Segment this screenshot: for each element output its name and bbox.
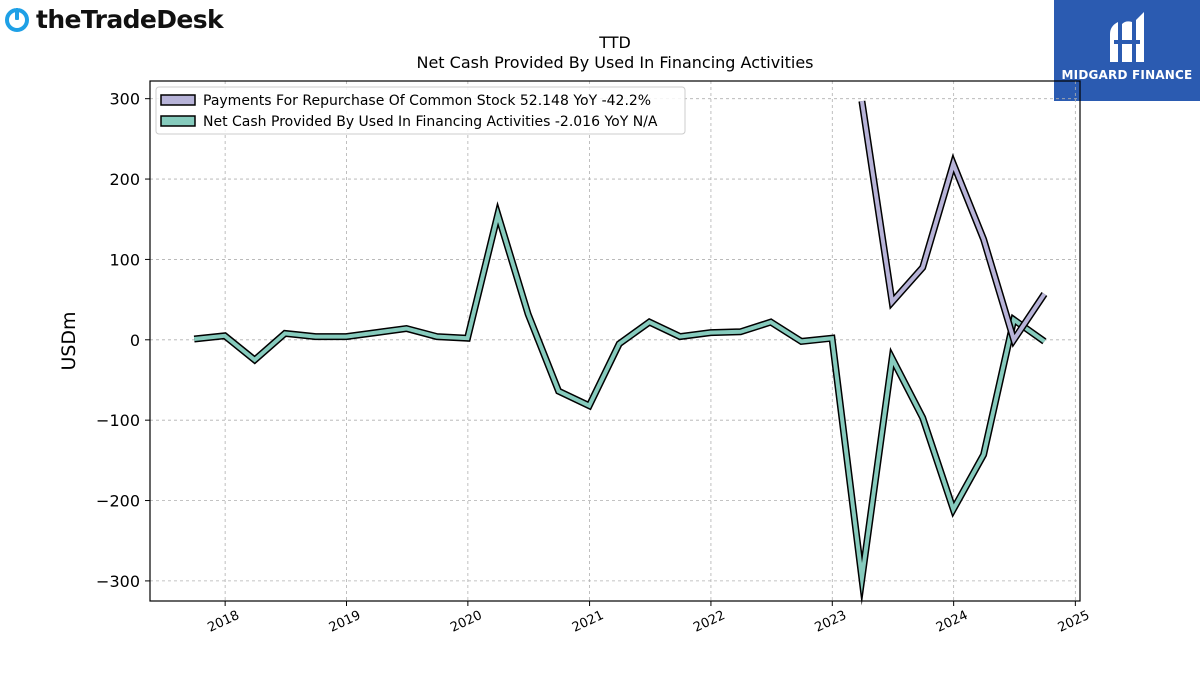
chart-title: TTD <box>598 33 631 52</box>
legend: Payments For Repurchase Of Common Stock … <box>155 86 686 135</box>
y-tick-label: −300 <box>96 572 140 591</box>
legend-label-repurchase: Payments For Repurchase Of Common Stock … <box>203 93 651 109</box>
legend-swatch-repurchase <box>160 94 196 106</box>
x-tick-label: 2020 <box>448 608 484 636</box>
series-outline-repurchase <box>858 100 1048 348</box>
tradedesk-logo-text: theTradeDesk <box>36 4 224 34</box>
x-tick-label: 2022 <box>691 608 727 636</box>
x-tick-label: 2025 <box>1056 608 1092 636</box>
series-line-financing <box>193 206 1046 594</box>
x-tick-label: 2019 <box>327 608 363 636</box>
x-tick-label: 2023 <box>813 608 849 636</box>
y-tick-label: −100 <box>96 411 140 430</box>
plot-frame <box>149 80 1081 602</box>
grid-lines <box>150 81 1080 601</box>
y-tick-label: −200 <box>96 492 140 511</box>
tradedesk-logo: theTradeDesk <box>4 2 224 36</box>
y-tick-label: 100 <box>109 250 140 269</box>
tradedesk-power-icon <box>5 7 29 32</box>
legend-swatch-financing <box>160 115 196 127</box>
y-tick-label: 300 <box>109 90 140 109</box>
series-lines <box>193 100 1048 606</box>
midgard-emblem-icon <box>1110 12 1144 62</box>
x-tick-label: 2024 <box>934 608 970 636</box>
midgard-finance-logo-text: MIDGARD FINANCE <box>1061 68 1193 82</box>
legend-label-financing: Net Cash Provided By Used In Financing A… <box>203 114 658 130</box>
y-tick-label: 0 <box>130 331 140 350</box>
x-tick-label: 2021 <box>570 608 606 636</box>
series-line-repurchase <box>859 100 1047 345</box>
y-axis-label: USDm <box>58 311 80 370</box>
y-tick-label: 200 <box>109 170 140 189</box>
x-tick-label: 2018 <box>205 608 241 636</box>
chart-subtitle: Net Cash Provided By Used In Financing A… <box>416 53 813 72</box>
midgard-finance-logo: MIDGARD FINANCE <box>1054 0 1200 101</box>
legend-box <box>155 86 686 135</box>
axes: 300 200 100 0 −100 −200 −300 2018 2019 2020 2021 20… <box>96 90 1092 636</box>
